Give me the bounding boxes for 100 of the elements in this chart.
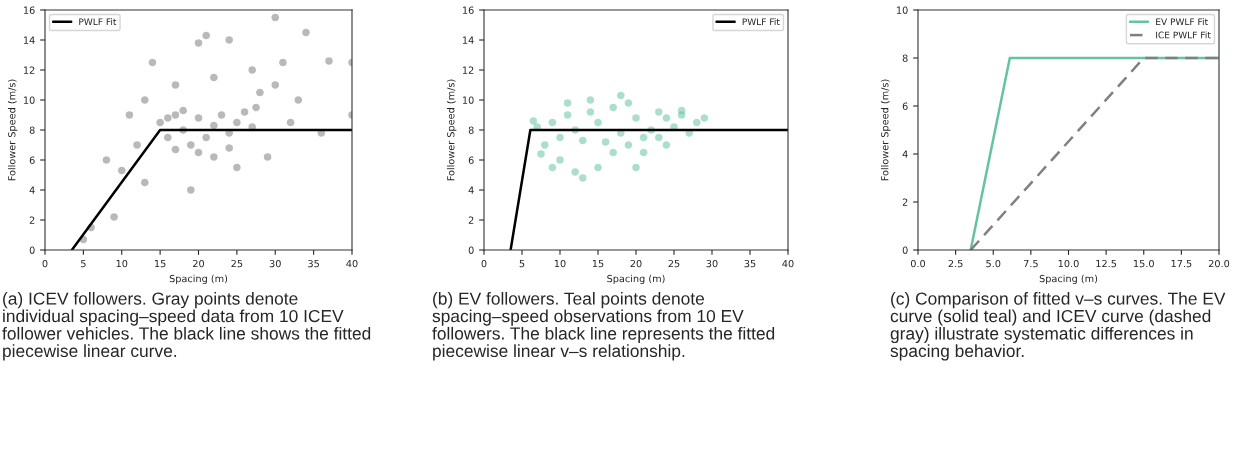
point: [164, 133, 172, 142]
x-tick-label: 25: [231, 259, 243, 268]
point: [164, 114, 172, 122]
y-tick-label: 16: [23, 6, 35, 14]
point: [225, 144, 233, 152]
point: [541, 141, 549, 149]
x-tick-label: 15: [592, 260, 604, 268]
x-tick-label: 7.5: [1023, 260, 1038, 268]
point: [617, 91, 625, 100]
point: [117, 166, 126, 175]
y-tick-label: 10: [462, 96, 474, 104]
point: [529, 117, 538, 125]
x-tick-label: 20.0: [1208, 259, 1230, 268]
point: [700, 114, 709, 122]
x-tick-label: 10: [554, 259, 566, 268]
legend-label: ICE PWLF Fit: [1156, 31, 1211, 39]
y-tick-label: 0: [902, 246, 908, 254]
x-tick-label: 17.5: [1171, 260, 1192, 268]
point: [102, 156, 111, 164]
point: [632, 163, 640, 172]
point: [148, 58, 157, 67]
y-tick-label: 6: [468, 156, 474, 164]
point: [579, 174, 587, 182]
y-tick-label: 4: [902, 150, 908, 158]
point: [210, 121, 218, 130]
y-tick-label: 16: [462, 6, 474, 14]
point: [194, 114, 203, 122]
point: [563, 111, 572, 119]
x-tick-label: 15: [155, 260, 166, 268]
point: [233, 163, 241, 172]
point: [140, 96, 149, 104]
x-tick-label: 5: [519, 260, 525, 268]
y-tick-label: 10: [23, 96, 35, 104]
y-tick-label: 14: [462, 36, 474, 44]
y-tick-label: 0: [29, 246, 35, 254]
point: [594, 163, 602, 172]
x-tick-label: 20: [630, 259, 642, 268]
point: [256, 88, 264, 97]
y-tick-label: 2: [468, 216, 474, 224]
point: [187, 141, 195, 149]
point: [125, 111, 134, 119]
point: [632, 114, 640, 122]
y-tick-label: 8: [468, 126, 474, 134]
point: [225, 36, 233, 44]
point: [279, 58, 287, 67]
x-tick-label: 0.0: [910, 259, 926, 268]
point: [286, 118, 295, 127]
point: [194, 148, 203, 157]
legend-label: PWLF Fit: [742, 18, 780, 25]
legend-label: PWLF Fit: [79, 18, 117, 25]
x-tick-label: 2.5: [948, 259, 963, 268]
point: [171, 111, 180, 119]
x-tick-label: 15.0: [1133, 259, 1154, 268]
point: [571, 168, 579, 176]
point: [624, 141, 633, 149]
x-axis-title: Spacing (m): [607, 274, 665, 285]
x-axis-title: Spacing (m): [1039, 274, 1098, 285]
x-tick-label: 12.5: [1096, 259, 1117, 268]
point: [210, 153, 218, 161]
point: [639, 133, 648, 142]
point: [563, 99, 572, 107]
point: [156, 118, 164, 127]
point: [548, 163, 557, 172]
x-tick-label: 10: [116, 259, 128, 268]
point: [624, 99, 633, 107]
point: [548, 118, 557, 127]
x-tick-label: 25: [668, 259, 680, 268]
y-tick-label: 4: [29, 186, 35, 194]
point: [240, 108, 249, 116]
x-tick-label: 40: [346, 259, 358, 268]
y-tick-label: 0: [468, 246, 474, 254]
text: (a) ICEV followers. Gray points denote individual spacing–speed data from 10 ICEV follower vehicles. The black line shows the fitted piecewise linear curve.: [2, 292, 371, 361]
point: [187, 186, 195, 194]
point: [271, 81, 280, 89]
point: [594, 118, 602, 127]
point: [217, 111, 226, 119]
point: [302, 28, 310, 37]
y-tick-label: 14: [23, 36, 35, 44]
y-tick-label: 6: [29, 156, 35, 164]
text: (b) EV followers. Teal points denote spacing–speed observations from 10 EV followers. The black line represents the fitted piecewise linear v–s relationship.: [432, 292, 775, 361]
x-tick-label: 0: [481, 259, 487, 268]
legend-label: EV PWLF Fit: [1156, 18, 1208, 25]
point: [662, 114, 671, 122]
y-tick-label: 8: [902, 54, 908, 62]
x-tick-label: 30: [706, 259, 718, 268]
point: [556, 156, 564, 164]
x-tick-label: 30: [269, 259, 281, 268]
point: [263, 153, 272, 161]
y-tick-label: 12: [23, 66, 35, 74]
x-axis-title: Spacing (m): [169, 274, 228, 285]
y-tick-label: 2: [29, 216, 35, 224]
y-tick-label: 8: [29, 126, 35, 134]
y-axis-title: Follower Speed (m/s): [880, 79, 891, 181]
point: [133, 141, 141, 149]
point: [194, 39, 203, 47]
x-tick-label: 5: [81, 260, 86, 268]
x-tick-label: 35: [744, 259, 756, 268]
y-tick-label: 4: [468, 186, 474, 194]
x-tick-label: 5.0: [986, 259, 1001, 268]
point: [110, 213, 118, 221]
